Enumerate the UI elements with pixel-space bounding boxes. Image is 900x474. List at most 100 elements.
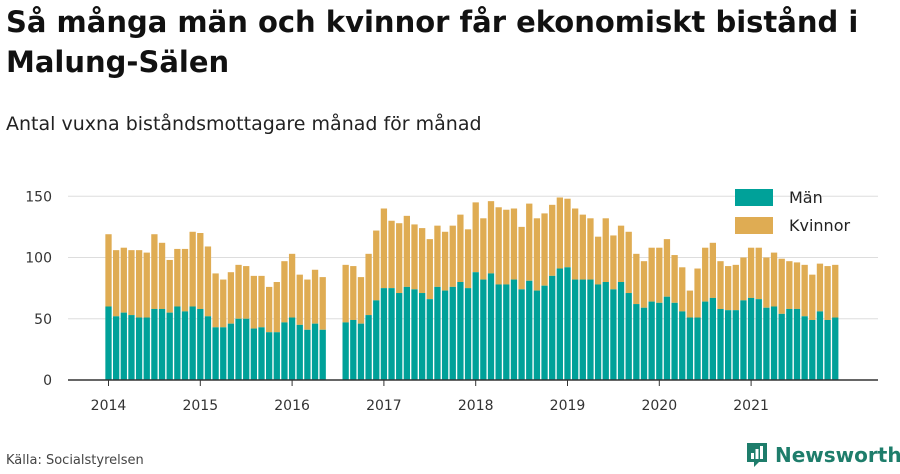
- bar-man: [564, 267, 571, 380]
- bar-kvinnor: [778, 258, 785, 314]
- bar-man: [594, 284, 602, 380]
- bar-man: [656, 302, 663, 380]
- bar-kvinnor: [770, 252, 778, 307]
- legend: Män Kvinnor: [735, 188, 850, 235]
- y-tick-label: 0: [43, 373, 52, 389]
- bar-kvinnor: [388, 220, 395, 289]
- bar-man: [220, 327, 227, 380]
- bar-kvinnor: [113, 250, 120, 317]
- bar-man: [128, 315, 135, 380]
- bar-kvinnor: [135, 250, 143, 318]
- chart-subtitle: Antal vuxna biståndsmottagare månad för …: [6, 113, 482, 135]
- bar-kvinnor: [197, 233, 204, 309]
- bar-man: [311, 323, 319, 380]
- bar-kvinnor: [243, 266, 250, 319]
- bar-man: [457, 282, 464, 380]
- bar-man: [304, 329, 311, 380]
- y-tick-label: 100: [25, 251, 52, 267]
- bar-kvinnor: [816, 263, 824, 312]
- bar-man: [143, 317, 150, 380]
- bar-man: [319, 329, 326, 380]
- bar-kvinnor: [281, 261, 288, 323]
- bar-kvinnor: [411, 224, 418, 290]
- bar-man: [809, 319, 816, 380]
- bar-kvinnor: [403, 215, 410, 287]
- bar-kvinnor: [472, 202, 479, 273]
- bar-man: [725, 310, 732, 380]
- bar-kvinnor: [120, 247, 127, 313]
- newsworthy-logo-icon: [747, 443, 767, 467]
- bar-kvinnor: [311, 269, 319, 324]
- bar-man: [640, 307, 648, 380]
- bar-man: [281, 322, 288, 380]
- x-tick-label: 2021: [733, 398, 769, 414]
- bars: [105, 197, 839, 380]
- bar-man: [120, 312, 127, 380]
- bar-kvinnor: [763, 257, 770, 308]
- bar-kvinnor: [564, 198, 571, 268]
- bar-man: [579, 279, 586, 380]
- bar-man: [679, 311, 686, 380]
- bar-man: [686, 317, 694, 380]
- bar-man: [755, 299, 762, 380]
- bar-kvinnor: [296, 274, 303, 325]
- bar-kvinnor: [671, 255, 678, 303]
- bar-kvinnor: [725, 266, 732, 311]
- bar-man: [235, 318, 242, 380]
- bar-kvinnor: [426, 239, 433, 300]
- bar-man: [625, 293, 632, 380]
- bar-kvinnor: [541, 213, 548, 286]
- bar-man: [449, 286, 456, 380]
- bar-man: [181, 311, 189, 380]
- bar-kvinnor: [288, 253, 296, 318]
- bar-kvinnor: [832, 264, 839, 318]
- bar-kvinnor: [786, 261, 793, 309]
- bar-kvinnor: [158, 242, 166, 309]
- legend-label: Män: [789, 188, 823, 207]
- bar-man: [464, 288, 472, 380]
- bar-kvinnor: [556, 197, 563, 269]
- bar-kvinnor: [166, 259, 173, 313]
- legend-swatch: [735, 217, 773, 234]
- bar-man: [671, 302, 678, 380]
- bar-man: [227, 323, 235, 380]
- bar-kvinnor: [533, 218, 541, 291]
- bar-man: [778, 313, 785, 380]
- bar-man: [763, 307, 770, 380]
- bar-kvinnor: [640, 261, 648, 308]
- legend-label: Kvinnor: [789, 216, 850, 235]
- bar-kvinnor: [518, 226, 525, 290]
- brand-logo: Newsworthy: [745, 440, 900, 470]
- bar-kvinnor: [503, 209, 510, 285]
- bar-man: [266, 332, 273, 380]
- bar-kvinnor: [679, 267, 686, 312]
- bar-kvinnor: [457, 214, 464, 282]
- bar-man: [243, 318, 250, 380]
- bar-man: [380, 288, 388, 380]
- bar-kvinnor: [273, 282, 280, 333]
- x-tick-label: 2019: [550, 398, 586, 414]
- bar-kvinnor: [464, 229, 472, 289]
- bar-kvinnor: [143, 252, 150, 318]
- source-note: Källa: Socialstyrelsen: [6, 453, 144, 468]
- bar-kvinnor: [686, 290, 694, 318]
- x-tick-label: 2015: [182, 398, 218, 414]
- axes: 2014 2015 2016 2017 2018 2019 2020 2021: [68, 379, 878, 414]
- bar-kvinnor: [579, 214, 586, 280]
- bar-kvinnor: [220, 279, 227, 328]
- bar-kvinnor: [304, 279, 311, 330]
- bar-kvinnor: [174, 248, 181, 307]
- bar-man: [694, 317, 701, 380]
- bar-man: [212, 327, 219, 380]
- bar-kvinnor: [747, 247, 755, 298]
- bar-kvinnor: [617, 225, 625, 282]
- bar-man: [250, 328, 257, 380]
- bar-kvinnor: [434, 225, 441, 287]
- bar-kvinnor: [449, 225, 456, 287]
- bar-man: [816, 311, 824, 380]
- bar-kvinnor: [755, 247, 762, 300]
- bar-kvinnor: [480, 218, 487, 280]
- bar-kvinnor: [319, 277, 326, 330]
- bar-man: [510, 279, 518, 380]
- bar-man: [357, 323, 365, 380]
